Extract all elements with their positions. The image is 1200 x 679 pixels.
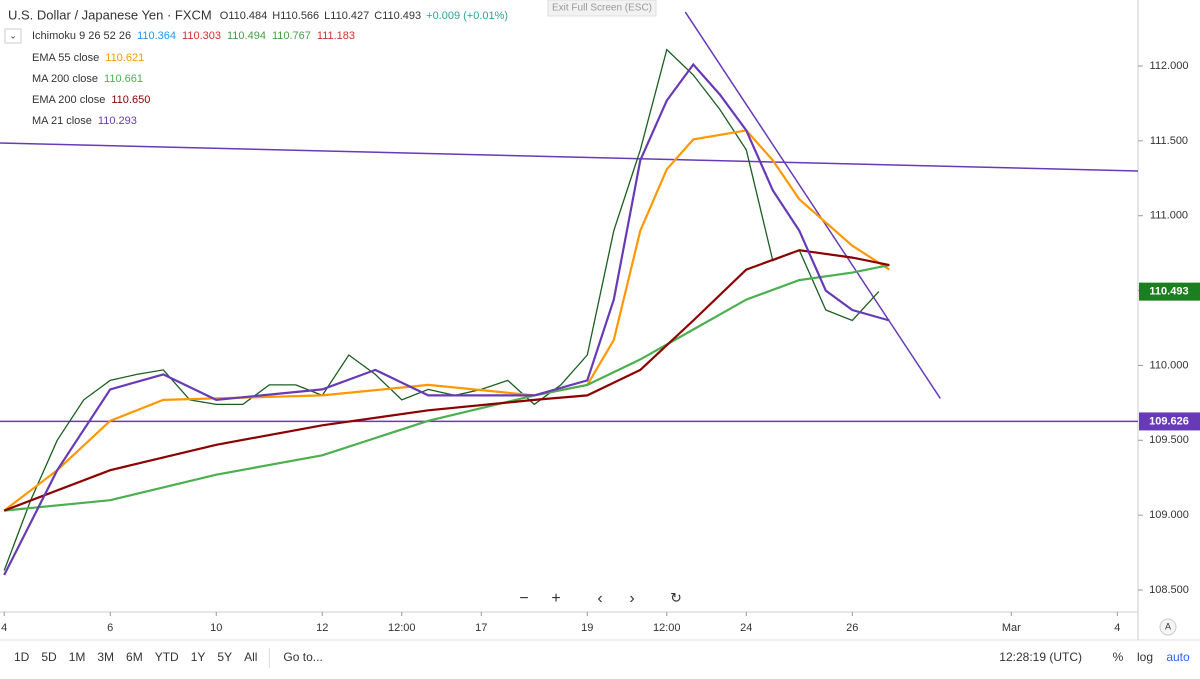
scroll-right[interactable]: › bbox=[629, 590, 634, 607]
price-line bbox=[3, 48, 880, 571]
legend-name: EMA 200 close bbox=[32, 94, 105, 106]
ichimoku-value: 110.364 bbox=[137, 30, 176, 42]
y-tick-label: 111.500 bbox=[1150, 135, 1188, 147]
ohlc-value: H110.566 bbox=[272, 10, 319, 22]
percent-button[interactable]: % bbox=[1113, 650, 1124, 664]
ichimoku-name: Ichimoku 9 26 52 26 bbox=[32, 30, 131, 42]
exit-button[interactable] bbox=[547, 0, 657, 17]
x-tick-label: 12:00 bbox=[653, 622, 681, 634]
clock: 12:28:19 (UTC) bbox=[999, 650, 1082, 664]
trend-line bbox=[684, 11, 941, 399]
y-tick-label: 108.500 bbox=[1149, 584, 1189, 596]
trend-line bbox=[0, 142, 1139, 172]
symbol: U.S. Dollar / Japanese Yen · FXCM bbox=[8, 7, 212, 22]
hline-price-box bbox=[1139, 412, 1200, 431]
x-tick-label: 19 bbox=[581, 622, 593, 634]
auto-button[interactable]: auto bbox=[1166, 650, 1190, 664]
legend-value: 110.661 bbox=[104, 73, 143, 85]
ichimoku-value: 110.494 bbox=[227, 30, 266, 42]
range-button[interactable]: 6M bbox=[126, 650, 143, 664]
ohlc-value: O110.484 bbox=[220, 10, 268, 22]
ichimoku-value: 110.767 bbox=[272, 30, 311, 42]
y-tick-label: 111.000 bbox=[1150, 210, 1188, 222]
last-price-label: 110.493 bbox=[1149, 286, 1188, 298]
collapse-button[interactable] bbox=[4, 28, 22, 44]
hline-price-label: 109.626 bbox=[1149, 415, 1189, 427]
goto-button[interactable]: Go to... bbox=[283, 650, 322, 664]
exit-text[interactable]: Exit Full Screen (ESC) bbox=[552, 3, 652, 14]
range-button[interactable]: 5D bbox=[41, 650, 57, 664]
ichimoku-value: 110.303 bbox=[182, 30, 221, 42]
range-button[interactable]: 1M bbox=[69, 650, 86, 664]
y-tick-label: 110.000 bbox=[1150, 359, 1189, 371]
range-button[interactable]: YTD bbox=[155, 650, 179, 664]
x-tick-label: 12:00 bbox=[388, 622, 416, 634]
range-button[interactable]: 5Y bbox=[217, 650, 232, 664]
scroll-left[interactable]: ‹ bbox=[597, 590, 602, 607]
indicator-line bbox=[3, 129, 890, 512]
indicator-line bbox=[3, 249, 890, 512]
range-button[interactable]: All bbox=[244, 650, 257, 664]
log-button[interactable]: log bbox=[1137, 650, 1153, 664]
x-tick-label: 12 bbox=[316, 622, 328, 634]
range-button[interactable]: 1D bbox=[14, 650, 30, 664]
x-tick-label: 6 bbox=[107, 622, 113, 634]
reset[interactable]: ↻ bbox=[670, 590, 682, 606]
collapse-icon[interactable]: ⌄ bbox=[9, 30, 17, 40]
legend-value: 110.293 bbox=[98, 115, 137, 127]
indicator-line bbox=[3, 62, 890, 576]
x-tick-label: 10 bbox=[210, 622, 222, 634]
y-tick-label: 112.000 bbox=[1150, 60, 1189, 72]
nav-buttons: − + ‹ › ↻ bbox=[519, 590, 682, 608]
legend-value: 110.650 bbox=[111, 94, 150, 106]
y-tick-label: 109.000 bbox=[1149, 509, 1189, 521]
zoom-in[interactable]: + bbox=[551, 590, 560, 607]
legend-name: EMA 55 close bbox=[32, 52, 99, 64]
legend-value: 110.621 bbox=[105, 52, 144, 64]
x-tick-label: 4 bbox=[1, 622, 7, 634]
zoom-out[interactable]: − bbox=[519, 590, 528, 607]
change: +0.009 (+0.01%) bbox=[426, 10, 508, 22]
x-tick-label: 4 bbox=[1114, 622, 1120, 634]
legend-name: MA 200 close bbox=[32, 73, 98, 85]
range-button[interactable]: 1Y bbox=[191, 650, 206, 664]
range-button[interactable]: 3M bbox=[97, 650, 114, 664]
auto-scale-icon[interactable]: A bbox=[1165, 621, 1171, 631]
x-tick-label: 26 bbox=[846, 622, 858, 634]
auto-scale-button[interactable] bbox=[1159, 618, 1177, 636]
y-tick-label: 109.500 bbox=[1149, 434, 1189, 446]
legend-name: MA 21 close bbox=[32, 115, 92, 127]
indicator-line bbox=[4, 264, 890, 512]
ohlc-value: C110.493 bbox=[374, 10, 421, 22]
ichimoku-value: 111.183 bbox=[317, 30, 355, 42]
ohlc-value: L110.427 bbox=[324, 10, 369, 22]
x-tick-label: 24 bbox=[740, 622, 752, 634]
last-price-box bbox=[1139, 282, 1200, 301]
x-tick-label: Mar bbox=[1002, 622, 1021, 634]
x-tick-label: 17 bbox=[475, 622, 487, 634]
